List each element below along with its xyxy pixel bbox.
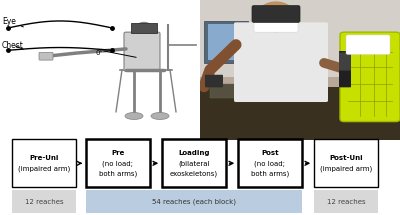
FancyBboxPatch shape [200, 0, 400, 140]
Text: 12 reaches: 12 reaches [327, 199, 365, 205]
FancyBboxPatch shape [234, 22, 328, 102]
FancyBboxPatch shape [339, 52, 351, 71]
Text: (bilateral: (bilateral [178, 160, 210, 167]
FancyBboxPatch shape [210, 84, 290, 98]
FancyBboxPatch shape [208, 24, 244, 60]
FancyBboxPatch shape [124, 32, 160, 71]
FancyBboxPatch shape [340, 32, 400, 122]
Text: Pre-Uni: Pre-Uni [29, 155, 59, 161]
Text: both arms): both arms) [251, 171, 289, 177]
FancyBboxPatch shape [252, 6, 300, 22]
Text: 54 reaches (each block): 54 reaches (each block) [152, 199, 236, 205]
Text: 12 reaches: 12 reaches [25, 199, 63, 205]
FancyBboxPatch shape [200, 0, 400, 77]
FancyBboxPatch shape [314, 140, 378, 187]
FancyBboxPatch shape [254, 15, 298, 32]
FancyBboxPatch shape [39, 52, 53, 60]
FancyBboxPatch shape [86, 140, 150, 187]
FancyBboxPatch shape [346, 35, 390, 54]
FancyBboxPatch shape [12, 190, 76, 213]
Ellipse shape [125, 112, 143, 120]
Text: exoskeletons): exoskeletons) [170, 171, 218, 177]
FancyBboxPatch shape [314, 190, 378, 213]
FancyBboxPatch shape [0, 0, 200, 140]
Text: Eye: Eye [2, 17, 24, 27]
Ellipse shape [135, 22, 153, 36]
Text: (impaired arm): (impaired arm) [320, 165, 372, 172]
Text: Post-Uni: Post-Uni [329, 155, 363, 161]
FancyBboxPatch shape [162, 140, 226, 187]
Text: (impaired arm): (impaired arm) [18, 165, 70, 172]
FancyBboxPatch shape [205, 75, 223, 87]
FancyBboxPatch shape [200, 87, 400, 140]
FancyBboxPatch shape [339, 51, 351, 87]
Ellipse shape [151, 112, 169, 120]
FancyBboxPatch shape [12, 140, 76, 187]
Text: (no load;: (no load; [254, 160, 286, 167]
Text: Pre: Pre [111, 150, 125, 156]
Text: Chest: Chest [2, 40, 24, 49]
Text: 0°: 0° [96, 49, 104, 55]
Text: (no load;: (no load; [102, 160, 134, 167]
Text: Loading: Loading [178, 150, 210, 156]
Text: Post: Post [261, 150, 279, 156]
FancyBboxPatch shape [204, 21, 248, 63]
Text: both arms): both arms) [99, 171, 137, 177]
FancyBboxPatch shape [238, 140, 302, 187]
FancyBboxPatch shape [131, 23, 157, 33]
FancyBboxPatch shape [86, 190, 302, 213]
Ellipse shape [256, 1, 296, 32]
